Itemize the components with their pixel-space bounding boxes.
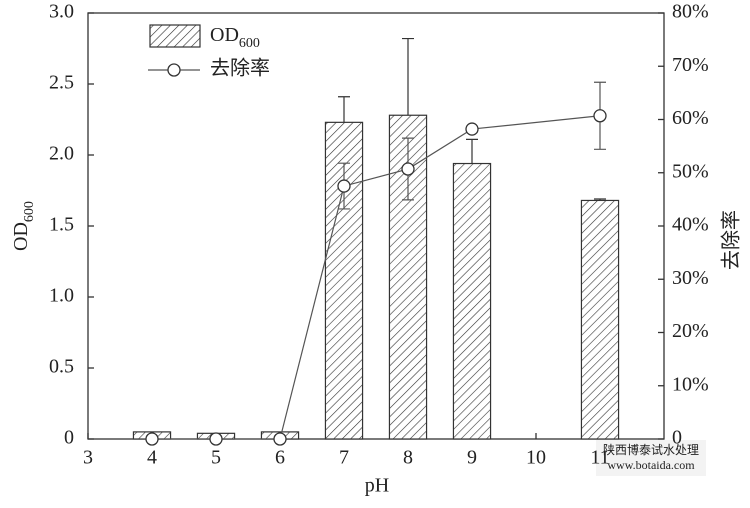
y-tick-label: 3.0: [49, 1, 74, 23]
y2-tick-label: 40%: [672, 214, 709, 236]
y-tick-label: 2.5: [49, 72, 74, 94]
y2-axis-label: 去除率: [720, 210, 743, 270]
bar: [452, 162, 492, 440]
y-tick-label: 2.0: [49, 143, 74, 165]
legend-label: 去除率: [210, 57, 270, 80]
bar: [324, 121, 364, 440]
y-tick-label: 0: [64, 427, 74, 449]
x-tick-label: 7: [339, 447, 349, 469]
x-tick-label: 10: [526, 447, 546, 469]
y2-tick-label: 70%: [672, 54, 709, 76]
y2-tick-label: 30%: [672, 267, 709, 289]
x-tick-label: 5: [211, 447, 221, 469]
error-bar: [594, 198, 606, 201]
watermark: 陕西博泰试水处理: [603, 442, 699, 457]
plot-frame: [87, 12, 665, 440]
y-tick-label: 0.5: [49, 356, 74, 378]
marker: [145, 432, 159, 446]
legend-swatch: [167, 63, 181, 77]
x-tick-label: 11: [590, 447, 609, 469]
x-tick-label: 4: [147, 447, 157, 469]
bar: [580, 199, 620, 440]
x-tick-label: 6: [275, 447, 285, 469]
watermark-box: [596, 440, 706, 476]
y2-tick-label: 60%: [672, 107, 709, 129]
marker: [401, 162, 415, 176]
marker: [209, 432, 223, 446]
marker: [593, 109, 607, 123]
y-tick-label: 1.0: [49, 285, 74, 307]
line: [152, 115, 601, 440]
error-bar: [402, 37, 414, 116]
legend-swatch: [149, 24, 201, 48]
x-tick-label: 9: [467, 447, 477, 469]
x-tick-label: 8: [403, 447, 413, 469]
error-bar: [466, 138, 478, 164]
y-axis-label: OD600: [10, 201, 37, 251]
y2-tick-label: 50%: [672, 160, 709, 182]
y-tick-label: 1.5: [49, 214, 74, 236]
legend-label: OD600: [210, 24, 260, 51]
y2-tick-label: 0: [672, 427, 682, 449]
error-bar: [338, 96, 350, 123]
y2-tick-label: 10%: [672, 373, 709, 395]
bar: [388, 114, 428, 440]
x-tick-label: 3: [83, 447, 93, 469]
x-axis-label: pH: [365, 475, 389, 497]
watermark: www.botaida.com: [607, 458, 695, 472]
marker: [337, 179, 351, 193]
marker: [273, 432, 287, 446]
y2-tick-label: 20%: [672, 320, 709, 342]
marker: [465, 122, 479, 136]
y2-tick-label: 80%: [672, 1, 709, 23]
